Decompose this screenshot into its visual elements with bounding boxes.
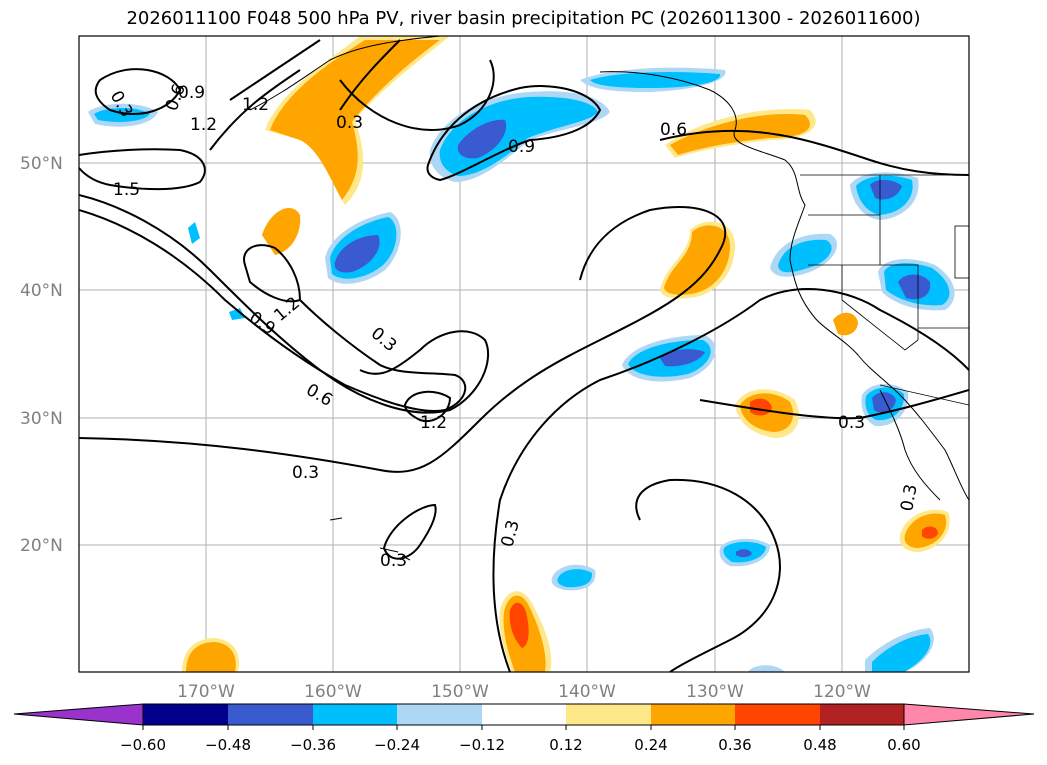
border-us-mexico <box>879 384 969 406</box>
coastline-north-america <box>599 71 969 501</box>
colorbar-swatch-2 <box>228 704 313 725</box>
border-ca-nv-diag <box>841 299 919 351</box>
colorbar-extend-max <box>903 703 1035 726</box>
contour-label-0.6-bc: 0.6 <box>660 120 687 140</box>
contour-0.6-gulf-trough <box>339 59 495 131</box>
contour-0.6 <box>79 194 490 414</box>
lat-label-20n: 20°N <box>20 536 63 556</box>
contour-label-0.3-east: 0.3 <box>838 413 865 433</box>
coastline-baja <box>879 389 941 501</box>
contour-label-0.9-north: 0.9 <box>178 83 205 103</box>
colorbar-swatch-6 <box>566 704 651 725</box>
contour-label-0.3-mexico: 0.3 <box>897 483 921 513</box>
contour-0.3-30n <box>699 389 969 420</box>
colorbar-frame <box>142 703 905 726</box>
contour-label-1.5: 1.5 <box>113 180 140 200</box>
colorbar-swatch-1 <box>143 704 228 725</box>
colorbar-swatch-9 <box>820 704 904 725</box>
precip-area-135w-neg-peak <box>660 349 705 367</box>
political-borders <box>800 174 969 406</box>
map-frame <box>78 35 970 673</box>
precip-area-idaho-neg-peak <box>870 179 902 200</box>
colorbar-label-1: −0.60 <box>120 736 166 754</box>
contour-label-0.3-gulf: 0.3 <box>336 113 363 133</box>
contour-0.9 <box>79 209 467 412</box>
precip-area-small-neg <box>188 222 200 244</box>
colorbar-swatch-7 <box>651 704 735 725</box>
precip-area-150w-neg-peak <box>457 119 507 159</box>
contour-label-1.2-northb: 1.2 <box>242 95 269 115</box>
precip-area-bc-pos-core <box>670 114 810 155</box>
precip-area-20n-neg-peak <box>736 549 752 558</box>
contour-1.2-loop <box>243 244 302 303</box>
colorbar-swatch-4 <box>397 704 482 725</box>
colorbar-label-10: 0.60 <box>887 736 920 754</box>
colorbar-swatch-8 <box>735 704 820 725</box>
contour-label-1.2-north: 1.2 <box>190 115 217 135</box>
border-box-wyoming <box>954 225 969 279</box>
latitude-labels: 50°N 40°N 30°N 20°N <box>20 154 63 556</box>
precip-area-mexico-pos-peak <box>922 526 938 539</box>
colorbar-label-4: −0.24 <box>374 736 420 754</box>
precip-area-15n-neg-core <box>557 569 593 588</box>
lat-label-30n: 30°N <box>20 409 63 429</box>
lat-label-50n: 50°N <box>20 154 63 174</box>
contour-0.3-hawaii <box>382 503 437 560</box>
colorbar-label-5: −0.12 <box>459 736 505 754</box>
contour-0.3-main <box>79 206 727 473</box>
colorbar-label-9: 0.48 <box>803 736 836 754</box>
precip-area-145w-pos-peak <box>509 602 529 648</box>
lon-label-160w: 160°W <box>304 682 362 702</box>
pv-contours <box>79 39 969 672</box>
lon-label-140w: 140°W <box>558 682 616 702</box>
precip-area-bottom-neg <box>748 665 785 672</box>
lat-label-40n: 40°N <box>20 281 63 301</box>
colorbar-label-2: −0.48 <box>205 736 251 754</box>
precip-area-north-neg-core <box>590 72 721 88</box>
precip-area-small-neg-2 <box>229 308 245 320</box>
contour-label-0.9-gulf: 0.9 <box>508 137 535 157</box>
precip-area-aleutian-neg-core <box>94 108 150 122</box>
lon-label-120w: 120°W <box>813 682 871 702</box>
lon-label-150w: 150°W <box>431 682 489 702</box>
coastlines <box>249 36 969 561</box>
contour-north-ridge <box>209 39 401 151</box>
precip-area-170w-pos-core <box>186 642 236 672</box>
colorbar-label-6: 0.12 <box>549 736 582 754</box>
contour-0.3-loop <box>635 478 781 672</box>
colorbar-label-7: 0.24 <box>634 736 667 754</box>
lon-label-170w: 170°W <box>177 682 235 702</box>
colorbar-label-3: −0.36 <box>290 736 336 754</box>
contour-0.3-aleutian <box>94 68 182 115</box>
contour-labels: 0.3 0.6 0.9 1.2 1.2 1.5 0.3 0.9 0.6 0.9 … <box>106 81 922 571</box>
contour-label-0.3-hawaii: 0.3 <box>380 551 407 571</box>
precip-area-nevada-neg-peak <box>898 274 931 300</box>
contour-label-1.2-south: 1.2 <box>420 413 447 433</box>
longitude-labels: 170°W 160°W 150°W 140°W 130°W 120°W <box>177 682 871 702</box>
precip-area-gulf-alaska-pos-core <box>270 40 440 200</box>
precip-area-160w-pos <box>262 207 301 255</box>
colorbar: −0.60 −0.48 −0.36 −0.24 −0.12 0.12 0.24 … <box>13 703 1035 754</box>
contour-0.6-bc <box>659 129 969 176</box>
colorbar-swatch-5 <box>482 704 566 725</box>
precip-positive-areas <box>182 36 950 672</box>
contour-0.3-east <box>492 288 969 672</box>
colorbar-swatch-3 <box>313 704 397 725</box>
precip-area-160w-neg-peak <box>334 235 380 273</box>
map-title: 2026011100 F048 500 hPa PV, river basin … <box>126 8 921 29</box>
precip-area-baja-neg-peak <box>872 392 896 413</box>
colorbar-ticks <box>142 725 905 730</box>
contour-1.2-small <box>403 390 452 423</box>
coastline-alaska <box>249 36 441 111</box>
precip-area-california-pos <box>833 312 858 336</box>
colorbar-extend-min <box>13 703 144 726</box>
lon-label-130w: 130°W <box>686 682 744 702</box>
precip-area-135w-pos-core <box>664 225 730 295</box>
contour-label-0.3-west: 0.3 <box>292 463 319 483</box>
precip-area-se-neg-core <box>872 634 931 672</box>
contour-1.5 <box>79 148 206 191</box>
colorbar-label-8: 0.36 <box>718 736 751 754</box>
map-plot-area: 0.3 0.6 0.9 1.2 1.2 1.5 0.3 0.9 0.6 0.9 … <box>79 36 969 672</box>
